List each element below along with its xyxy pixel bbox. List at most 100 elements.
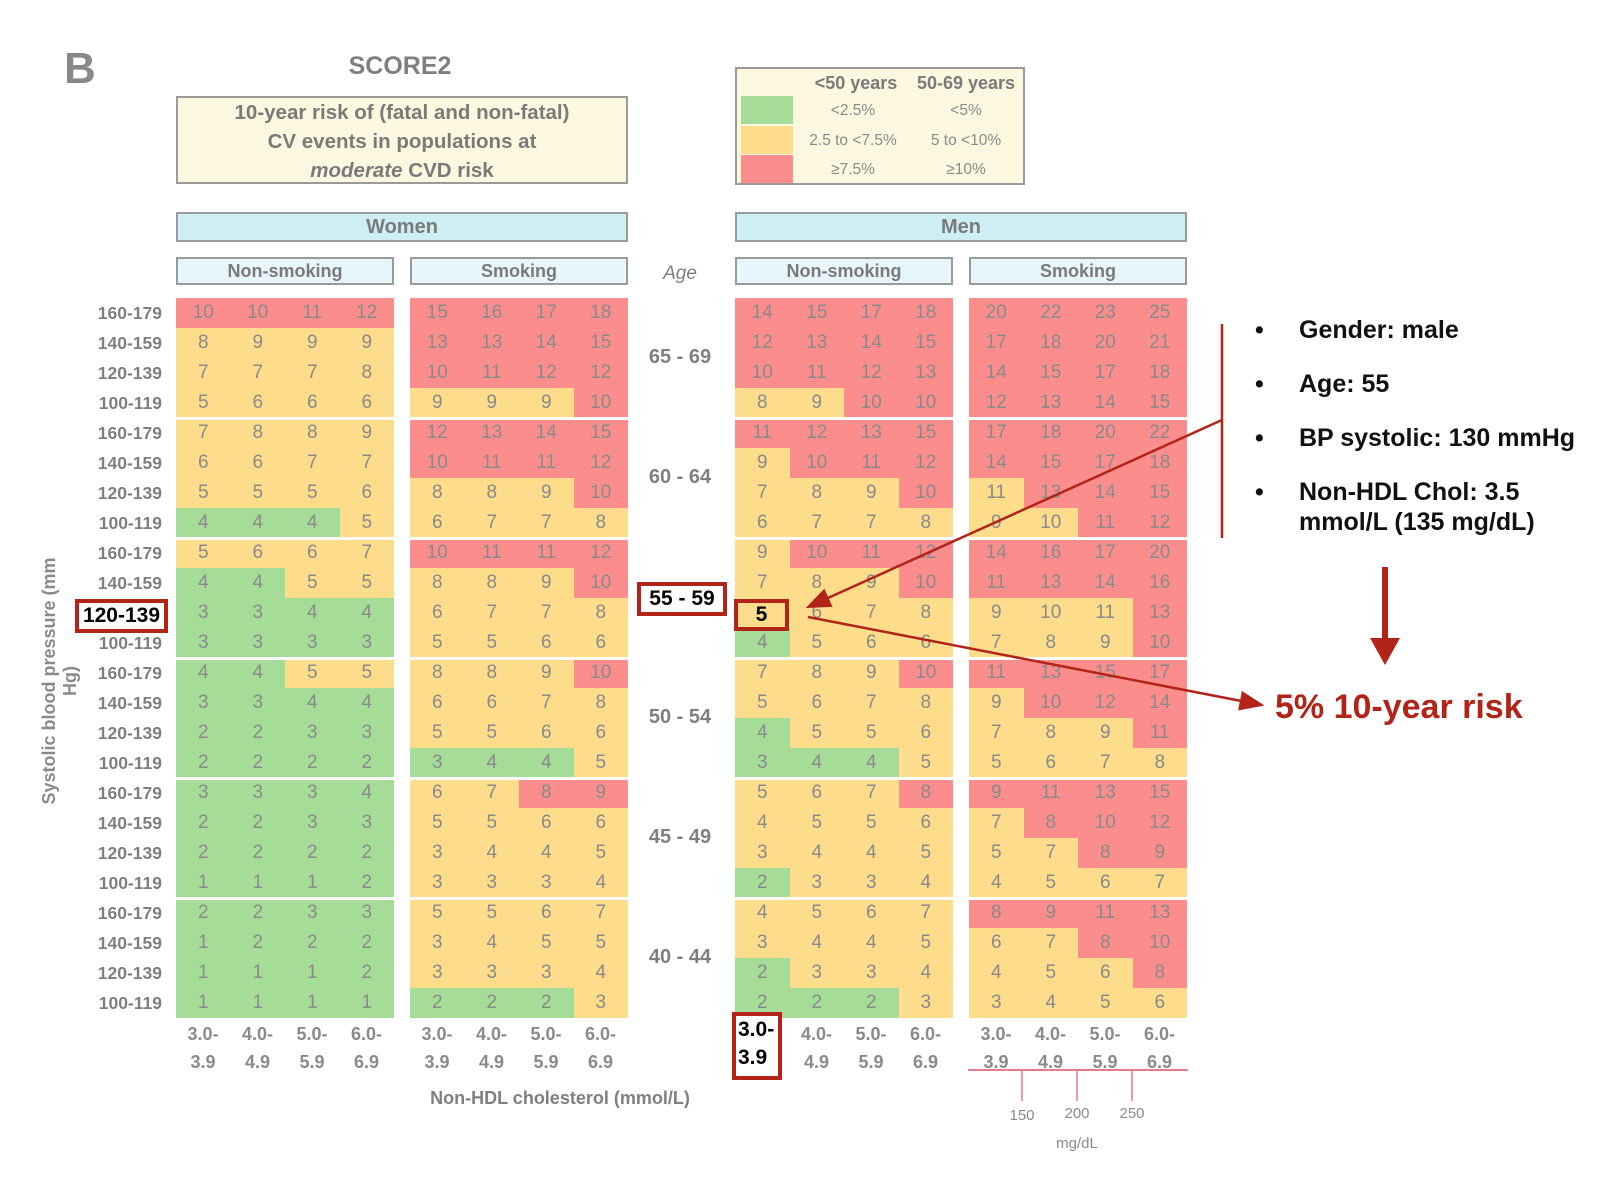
risk-cell: 3	[230, 598, 285, 628]
age-separator	[735, 776, 953, 780]
risk-cell: 4	[339, 778, 394, 808]
risk-cell: 15	[1078, 658, 1133, 688]
risk-cell: 5	[898, 748, 953, 778]
bp-label: 160-179	[97, 423, 162, 443]
risk-cell: 13	[410, 328, 465, 358]
risk-cell: 4	[573, 958, 628, 988]
risk-cell: 6	[898, 718, 953, 748]
risk-cell: 12	[519, 358, 574, 388]
risk-cell: 15	[1132, 778, 1187, 808]
risk-cell: 6	[573, 718, 628, 748]
x-tick-label-bottom: 5.9	[1092, 1052, 1118, 1072]
highlight-chol-top: 3.0-	[738, 1018, 775, 1041]
risk-cell: 14	[969, 358, 1024, 388]
risk-cell: 12	[898, 448, 953, 478]
risk-cell: 5	[464, 718, 519, 748]
risk-cell: 3	[410, 928, 465, 958]
risk-cell: 4	[969, 868, 1024, 898]
risk-cell: 3	[410, 958, 465, 988]
legend-yellow-50-69: 5 to <10%	[930, 132, 1002, 149]
risk-cell: 6	[519, 628, 574, 658]
risk-cell: 4	[573, 868, 628, 898]
risk-cell: 5	[410, 898, 465, 928]
risk-cell: 10	[1023, 688, 1078, 718]
risk-cell: 20	[1078, 328, 1133, 358]
risk-cell: 4	[230, 508, 285, 538]
age-label: 60 - 64	[648, 466, 712, 488]
risk-cell: 8	[410, 658, 465, 688]
risk-cell: 14	[1078, 388, 1133, 418]
age-separator	[176, 896, 394, 900]
risk-cell: 4	[898, 958, 953, 988]
risk-cell: 7	[464, 508, 519, 538]
risk-cell: 9	[519, 568, 574, 598]
risk-cell: 5	[969, 838, 1024, 868]
bp-label: 120-139	[97, 723, 162, 743]
age-separator	[410, 776, 628, 780]
risk-cell: 13	[1023, 568, 1078, 598]
risk-cell: 10	[898, 478, 953, 508]
age-separator	[410, 656, 628, 660]
risk-cell: 3	[735, 838, 790, 868]
description-line-1: 10-year risk of (fatal and non-fatal)	[234, 101, 570, 124]
risk-cell: 4	[285, 688, 340, 718]
x-tick-label-top: 4.0-	[800, 1024, 833, 1044]
risk-cell: 5	[789, 718, 844, 748]
risk-cell: 15	[1023, 448, 1078, 478]
risk-cell: 6	[285, 538, 340, 568]
risk-cell: 18	[1023, 328, 1078, 358]
risk-cell: 6	[1078, 958, 1133, 988]
risk-cell: 17	[1078, 358, 1133, 388]
risk-cell: 11	[735, 418, 790, 448]
age-separator	[969, 656, 1187, 660]
risk-cell: 10	[410, 358, 465, 388]
risk-cell: 25	[1132, 298, 1187, 328]
risk-cell: 9	[1078, 718, 1133, 748]
mg-label-150: 150	[1009, 1107, 1035, 1124]
risk-cell: 5	[410, 628, 465, 658]
risk-cell: 11	[969, 478, 1024, 508]
risk-cell: 1	[285, 958, 340, 988]
legend-green-lt50: <2.5%	[830, 102, 876, 119]
bp-label: 140-159	[97, 573, 162, 593]
risk-cell: 5	[464, 898, 519, 928]
risk-cell: 7	[844, 508, 899, 538]
risk-cell: 10	[1132, 928, 1187, 958]
risk-cell: 7	[844, 778, 899, 808]
risk-cell: 4	[735, 718, 790, 748]
risk-cell: 5	[573, 928, 628, 958]
age-separator	[176, 416, 394, 420]
risk-cell: 3	[735, 928, 790, 958]
risk-cell: 17	[1132, 658, 1187, 688]
risk-cell: 3	[285, 808, 340, 838]
x-tick-label-bottom: 5.9	[858, 1052, 884, 1072]
risk-cell: 14	[735, 298, 790, 328]
x-tick-label-top: 5.0-	[855, 1024, 887, 1044]
risk-cell: 2	[339, 958, 394, 988]
risk-cell: 7	[735, 568, 790, 598]
risk-cell: 9	[339, 418, 394, 448]
risk-cell: 18	[1132, 358, 1187, 388]
risk-cell: 6	[410, 778, 465, 808]
risk-cell: 4	[735, 628, 790, 658]
risk-cell: 11	[1023, 778, 1078, 808]
risk-cell: 3	[339, 808, 394, 838]
risk-cell: 10	[230, 298, 285, 328]
risk-cell: 5	[1078, 988, 1133, 1018]
risk-cell: 13	[898, 358, 953, 388]
risk-cell: 20	[969, 298, 1024, 328]
risk-cell: 4	[1023, 988, 1078, 1018]
legend: <50 years 50-69 years <2.5% <5% 2.5 to <…	[735, 67, 1025, 185]
risk-cell: 15	[573, 418, 628, 448]
x-tick-label-top: 6.0-	[1143, 1024, 1176, 1044]
risk-cell: 6	[898, 808, 953, 838]
description-rest: CVD risk	[402, 159, 494, 182]
risk-cell: 2	[285, 838, 340, 868]
risk-cell: 13	[1023, 478, 1078, 508]
risk-cell: 8	[410, 478, 465, 508]
risk-cell: 7	[1023, 928, 1078, 958]
risk-cell: 21	[1132, 328, 1187, 358]
risk-cell: 9	[1132, 838, 1187, 868]
x-tick-label-top: 3.0-	[980, 1024, 1012, 1044]
risk-cell: 12	[735, 328, 790, 358]
